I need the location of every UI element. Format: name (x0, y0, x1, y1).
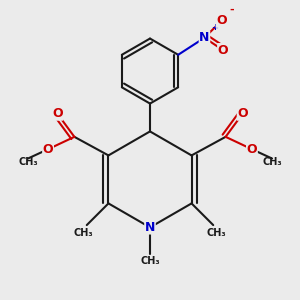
Text: O: O (237, 107, 248, 120)
Text: CH₃: CH₃ (206, 228, 226, 238)
Text: N: N (145, 221, 155, 234)
Text: O: O (52, 107, 63, 120)
Text: CH₃: CH₃ (140, 256, 160, 266)
Text: CH₃: CH₃ (74, 228, 94, 238)
Text: O: O (43, 143, 53, 156)
Text: O: O (218, 44, 228, 57)
Text: CH₃: CH₃ (18, 157, 38, 166)
Text: O: O (216, 14, 227, 27)
Text: CH₃: CH₃ (262, 157, 282, 166)
Text: +: + (211, 23, 218, 32)
Text: -: - (229, 5, 234, 15)
Text: O: O (247, 143, 257, 156)
Text: N: N (199, 31, 210, 44)
